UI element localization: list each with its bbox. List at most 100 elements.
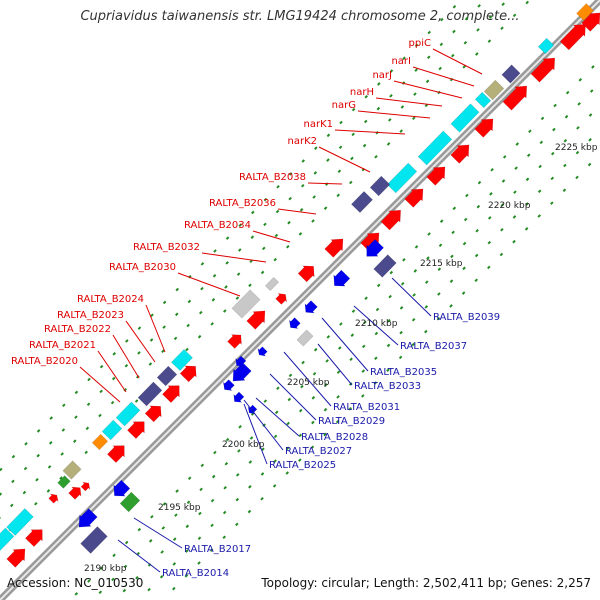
gene-blue-outline — [304, 300, 318, 314]
gene-label-upper: RALTA_B2023 — [57, 310, 124, 321]
tick-mark — [273, 459, 277, 463]
gene-blue-shape — [113, 480, 130, 497]
tick-mark — [187, 299, 192, 304]
tick-mark — [286, 244, 290, 249]
gene-cyan — [386, 162, 418, 194]
gene-label-upper: RALTA_B2024 — [77, 294, 144, 305]
tick-mark — [263, 222, 267, 227]
scale-label: 2190 kbp — [84, 564, 127, 574]
gene-red-shape — [324, 238, 343, 258]
tick-mark — [275, 209, 280, 214]
forward-gene-red-shape — [6, 548, 25, 568]
gene-label-upper: RALTA_B2038 — [239, 172, 306, 183]
tick-mark — [298, 408, 303, 413]
forward-gene-red-shape — [560, 24, 586, 50]
tick-mark — [323, 206, 328, 210]
tick-mark — [437, 292, 441, 296]
tick-mark — [197, 334, 202, 339]
tick-mark — [564, 114, 569, 119]
tick-mark — [172, 537, 177, 541]
tick-mark — [426, 256, 430, 260]
tick-mark — [74, 390, 79, 395]
gene-slate — [501, 64, 521, 84]
tick-mark — [48, 441, 53, 445]
tick-mark — [174, 513, 178, 517]
gene-cyan-shape — [171, 349, 193, 371]
gene-red-outline — [275, 293, 288, 305]
tick-mark — [349, 180, 353, 185]
tick-mark — [463, 40, 468, 45]
tick-mark — [59, 476, 63, 480]
gene-red-shape — [227, 334, 242, 349]
gene-cyan — [115, 401, 141, 427]
forward-gene-red-shape — [180, 365, 197, 382]
tick-mark — [563, 138, 568, 143]
tick-mark — [515, 142, 520, 146]
gene-red — [68, 486, 82, 500]
leader-line — [357, 110, 431, 119]
tick-mark — [452, 5, 457, 9]
forward-gene-red — [380, 209, 402, 231]
gene-slate-shape — [351, 191, 373, 213]
gene-blue-outline — [222, 379, 235, 391]
leader-line — [112, 334, 140, 379]
tick-mark — [589, 89, 594, 93]
leader-line — [321, 317, 369, 372]
tick-mark — [577, 102, 581, 106]
tick-mark — [150, 514, 154, 519]
gene-green-outline — [57, 475, 71, 489]
gene-green-shape — [120, 492, 140, 512]
tick-mark — [452, 29, 456, 34]
gene-slate-shape — [138, 381, 162, 407]
tick-mark — [398, 355, 403, 360]
gene-label-lower: RALTA_B2025 — [269, 460, 336, 471]
tick-mark — [249, 436, 254, 440]
tick-mark — [550, 201, 554, 205]
forward-gene-red — [126, 421, 145, 440]
leader-line — [269, 373, 317, 421]
gene-cyan-outline — [474, 91, 492, 109]
tick-mark — [335, 419, 340, 424]
gene-red-outline — [246, 310, 266, 330]
tick-mark — [197, 536, 202, 540]
forward-gene-red-shape — [530, 57, 555, 83]
accession-label: Accession: NC_010530 — [7, 576, 144, 590]
tick-mark — [313, 171, 318, 175]
tick-mark — [539, 140, 544, 145]
tick-mark — [184, 574, 189, 578]
tick-mark — [336, 193, 340, 198]
tick-mark — [437, 267, 442, 272]
tick-mark — [388, 118, 392, 122]
tick-mark — [364, 94, 368, 99]
gene-blue-shape — [233, 391, 244, 403]
gene-orange — [576, 3, 594, 21]
tick-mark — [475, 228, 479, 233]
forward-gene-red-outline — [502, 85, 528, 111]
tick-mark — [411, 317, 416, 322]
gene-slate-shape — [370, 176, 390, 196]
tick-mark — [225, 261, 229, 265]
tick-mark — [112, 553, 116, 558]
tick-mark — [272, 484, 277, 488]
tick-mark — [62, 403, 66, 407]
tick-mark — [301, 159, 305, 163]
tick-mark — [36, 429, 41, 433]
gene-orange-outline — [576, 3, 594, 21]
leader-line — [318, 146, 371, 173]
gene-cyan-outline — [101, 419, 123, 441]
scale-label: 2205 kbp — [287, 378, 330, 388]
tick-mark — [412, 293, 416, 297]
gene-label-upper: narG — [332, 100, 356, 111]
leader-line — [255, 397, 300, 437]
tick-mark — [413, 92, 417, 96]
gene-label-upper: ppiC — [409, 38, 431, 49]
tick-mark — [301, 360, 305, 365]
tick-mark — [222, 535, 226, 540]
leader-line — [317, 343, 353, 386]
gene-red-shape — [275, 293, 287, 305]
tick-mark — [148, 362, 153, 366]
tick-mark — [525, 202, 529, 206]
gene-slate-shape — [501, 64, 521, 84]
tick-mark — [10, 503, 14, 508]
